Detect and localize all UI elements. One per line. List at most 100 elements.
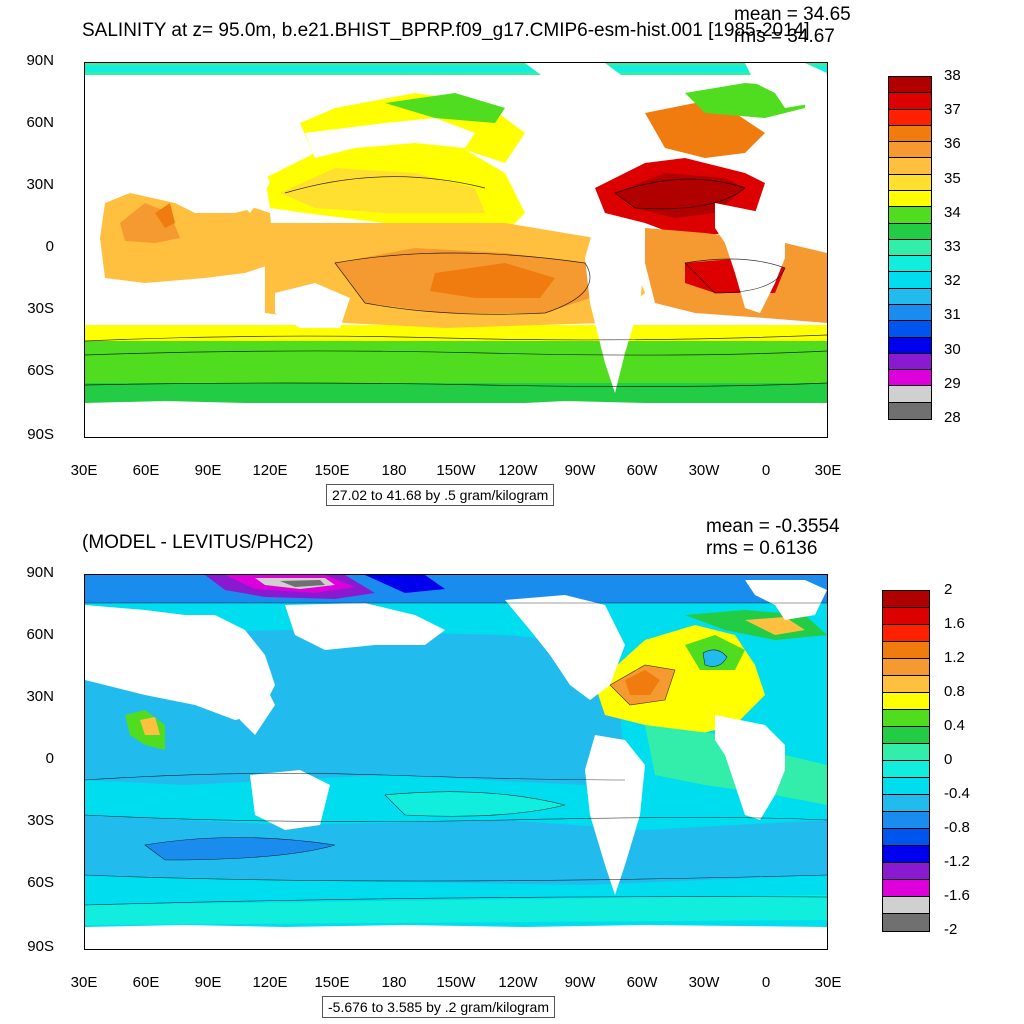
top-map [84, 62, 828, 438]
colorbar-swatch [883, 591, 929, 608]
colorbar-swatch [889, 337, 931, 354]
bottom-range-note: -5.676 to 3.585 by .2 gram/kilogram [322, 996, 556, 1018]
colorbar-label: 38 [944, 67, 961, 84]
colorbar-swatch [883, 778, 929, 795]
top-lon-label-30e-right: 30E [814, 462, 842, 479]
colorbar-swatch [883, 659, 929, 676]
colorbar-label: -2 [944, 921, 958, 938]
bottom-lon-label-90e: 90E [194, 974, 222, 991]
top-lon-label-30e: 30E [70, 462, 98, 479]
top-panel-title: SALINITY at z= 95.0m, b.e21.BHIST_BPRP.f… [82, 20, 810, 41]
bottom-lon-label-120e: 120E [252, 974, 288, 991]
bottom-lon-label-0: 0 [761, 974, 771, 991]
colorbar-swatch [889, 207, 931, 224]
colorbar-swatch [889, 386, 931, 403]
colorbar-swatch [889, 158, 931, 175]
top-lon-label-30w: 30W [688, 462, 720, 479]
bottom-lat-label-60s: 60S [27, 874, 54, 891]
colorbar-swatch [889, 239, 931, 257]
colorbar-label: 29 [944, 374, 961, 392]
colorbar-swatch [883, 608, 929, 625]
bottom-lat-label-60n: 60N [26, 626, 54, 643]
colorbar-label: 35 [944, 169, 961, 187]
colorbar-swatch [889, 402, 931, 419]
bottom-lon-label-60e: 60E [132, 974, 160, 991]
colorbar-swatch [889, 353, 931, 371]
colorbar-swatch [883, 795, 929, 812]
bottom-lat-label-0: 0 [45, 750, 54, 767]
bottom-lon-label-150w: 150W [436, 974, 476, 991]
bottom-mean: mean = -0.3554 [706, 516, 840, 537]
colorbar-swatch [883, 914, 929, 931]
top-lon-label-0: 0 [761, 462, 771, 479]
bottom-lon-label-150e: 150E [314, 974, 350, 991]
bottom-lat-label-30s: 30S [27, 812, 54, 829]
colorbar-swatch [883, 744, 929, 761]
colorbar-swatch [889, 223, 931, 240]
bottom-rms: rms = 0.6136 [706, 538, 818, 559]
colorbar-swatch [889, 125, 931, 143]
colorbar-label: 34 [944, 203, 961, 221]
colorbar-label: 1.2 [944, 649, 965, 666]
colorbar-swatch [883, 880, 929, 897]
colorbar-swatch [889, 304, 931, 322]
top-lon-label-90w: 90W [564, 462, 596, 479]
colorbar-swatch [889, 109, 931, 126]
colorbar-label: 1.6 [944, 615, 965, 632]
bottom-lon-label-60w: 60W [626, 974, 658, 991]
colorbar-label: 36 [944, 135, 961, 153]
top-lon-label-120e: 120E [252, 462, 288, 479]
bottom-lon-label-180: 180 [381, 974, 407, 991]
colorbar-swatch [883, 710, 929, 727]
bottom-lon-label-90w: 90W [564, 974, 596, 991]
top-lon-label-60w: 60W [626, 462, 658, 479]
bottom-colorbar [882, 590, 930, 932]
colorbar-swatch [883, 761, 929, 778]
bottom-lat-label-90s: 90S [27, 938, 54, 955]
colorbar-label: 32 [944, 272, 961, 290]
colorbar-label: 37 [944, 101, 961, 119]
top-lat-label-90n: 90N [26, 52, 54, 69]
top-lat-label-30n: 30N [26, 176, 54, 193]
top-lon-label-180: 180 [381, 462, 407, 479]
colorbar-swatch [889, 370, 931, 387]
bottom-map [84, 574, 828, 950]
colorbar-swatch [883, 676, 929, 693]
colorbar-label: 31 [944, 306, 961, 324]
colorbar-swatch [883, 727, 929, 744]
colorbar-label: -0.4 [944, 785, 970, 802]
top-lon-label-90e: 90E [194, 462, 222, 479]
colorbar-swatch [889, 93, 931, 110]
top-mean: mean = 34.65 [734, 4, 851, 25]
colorbar-swatch [889, 288, 931, 305]
top-lon-label-60e: 60E [132, 462, 160, 479]
top-lat-label-60n: 60N [26, 114, 54, 131]
colorbar-label: 0.4 [944, 717, 965, 734]
colorbar-swatch [883, 693, 929, 710]
top-range-note: 27.02 to 41.68 by .5 gram/kilogram [326, 484, 555, 506]
colorbar-swatch [883, 863, 929, 880]
colorbar-swatch [889, 142, 931, 159]
bottom-difference-field [85, 575, 827, 949]
colorbar-label: 30 [944, 340, 961, 358]
colorbar-label: -0.8 [944, 819, 970, 836]
top-lon-label-120w: 120W [498, 462, 538, 479]
top-lat-label-90s: 90S [27, 426, 54, 443]
colorbar-swatch [889, 190, 931, 208]
colorbar-label: -1.6 [944, 887, 970, 904]
colorbar-label: 28 [944, 409, 961, 426]
colorbar-swatch [883, 812, 929, 829]
top-lat-label-60s: 60S [27, 362, 54, 379]
colorbar-label: 2 [944, 581, 953, 598]
top-lat-label-30s: 30S [27, 300, 54, 317]
bottom-lat-label-30n: 30N [26, 688, 54, 705]
colorbar-swatch [889, 272, 931, 289]
bottom-lon-label-30w: 30W [688, 974, 720, 991]
colorbar-swatch [889, 256, 931, 273]
top-rms: rms = 34.67 [734, 26, 835, 47]
bottom-lon-label-120w: 120W [498, 974, 538, 991]
bottom-lon-label-30e: 30E [70, 974, 98, 991]
colorbar-label: 33 [944, 238, 961, 255]
colorbar-swatch [889, 174, 931, 191]
colorbar-swatch [889, 321, 931, 338]
